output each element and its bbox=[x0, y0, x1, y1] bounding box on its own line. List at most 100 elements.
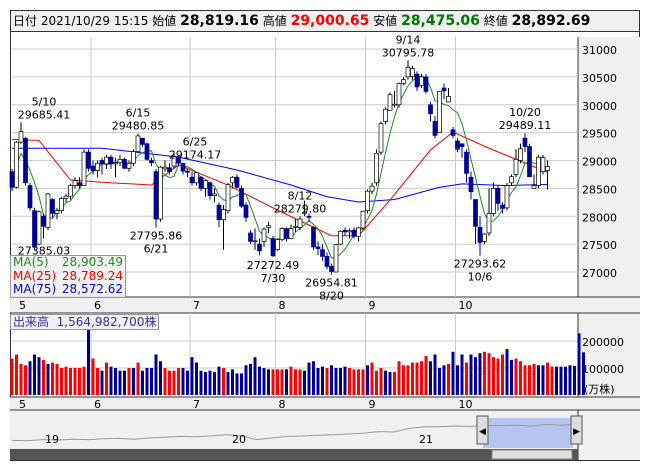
candle[interactable] bbox=[90, 165, 96, 171]
candle[interactable] bbox=[356, 227, 361, 237]
candle[interactable] bbox=[477, 227, 483, 243]
candle[interactable] bbox=[14, 141, 19, 188]
candle[interactable] bbox=[176, 156, 181, 164]
candle[interactable] bbox=[167, 167, 172, 172]
candle[interactable] bbox=[212, 193, 217, 196]
candle[interactable] bbox=[149, 160, 154, 164]
candle[interactable] bbox=[455, 140, 460, 150]
candle[interactable] bbox=[441, 87, 447, 92]
candle[interactable] bbox=[81, 151, 87, 186]
candle[interactable] bbox=[468, 176, 474, 193]
candle[interactable] bbox=[248, 232, 253, 242]
candle[interactable] bbox=[23, 137, 28, 184]
navigator-left-handle[interactable] bbox=[476, 415, 489, 445]
candle[interactable] bbox=[243, 204, 249, 218]
candle[interactable] bbox=[171, 156, 177, 167]
candle[interactable] bbox=[180, 162, 186, 172]
candle[interactable] bbox=[504, 185, 510, 209]
candle[interactable] bbox=[527, 146, 532, 178]
candle[interactable] bbox=[104, 156, 109, 165]
candle[interactable] bbox=[194, 172, 199, 184]
candle[interactable] bbox=[225, 184, 231, 212]
candle[interactable] bbox=[95, 162, 100, 171]
candle[interactable] bbox=[320, 249, 325, 257]
candle[interactable] bbox=[275, 239, 280, 251]
candle[interactable] bbox=[284, 228, 289, 239]
candle[interactable] bbox=[293, 225, 298, 228]
candle[interactable] bbox=[297, 218, 303, 228]
candle[interactable] bbox=[482, 233, 487, 242]
candle[interactable] bbox=[270, 238, 276, 257]
candle[interactable] bbox=[432, 121, 438, 136]
candle[interactable] bbox=[522, 137, 528, 147]
candle[interactable] bbox=[288, 228, 294, 239]
candle[interactable] bbox=[342, 229, 348, 233]
candle[interactable] bbox=[239, 188, 244, 207]
candle[interactable] bbox=[113, 162, 118, 165]
candle[interactable] bbox=[41, 215, 46, 227]
candle[interactable] bbox=[518, 148, 523, 161]
candle[interactable] bbox=[473, 199, 478, 227]
candle[interactable] bbox=[302, 211, 307, 214]
candle[interactable] bbox=[500, 204, 505, 209]
candle[interactable] bbox=[428, 104, 433, 115]
candle[interactable] bbox=[126, 162, 132, 169]
candle[interactable] bbox=[315, 246, 321, 249]
candle[interactable] bbox=[32, 210, 37, 248]
candle[interactable] bbox=[311, 227, 316, 248]
candle[interactable] bbox=[59, 198, 64, 212]
candle[interactable] bbox=[135, 135, 141, 152]
candle[interactable] bbox=[329, 266, 334, 272]
candle[interactable] bbox=[140, 137, 145, 145]
candle[interactable] bbox=[333, 244, 339, 273]
candle[interactable] bbox=[9, 171, 15, 188]
candle[interactable] bbox=[279, 228, 285, 241]
candle[interactable] bbox=[144, 143, 150, 160]
candle[interactable] bbox=[86, 151, 91, 169]
candle[interactable] bbox=[437, 91, 442, 133]
candle[interactable] bbox=[392, 103, 397, 106]
candle[interactable] bbox=[185, 170, 190, 173]
candle[interactable] bbox=[531, 185, 537, 189]
candle[interactable] bbox=[459, 143, 465, 147]
candle[interactable] bbox=[27, 185, 33, 209]
candle[interactable] bbox=[63, 195, 69, 199]
scrollbar-track[interactable] bbox=[10, 449, 578, 460]
candle[interactable] bbox=[77, 182, 82, 186]
candle[interactable] bbox=[513, 159, 519, 175]
candle[interactable] bbox=[509, 176, 514, 184]
candle[interactable] bbox=[545, 166, 550, 171]
candle[interactable] bbox=[117, 159, 123, 164]
candle[interactable] bbox=[405, 67, 411, 78]
candle[interactable] bbox=[189, 176, 195, 184]
candle[interactable] bbox=[450, 129, 456, 136]
candle[interactable] bbox=[338, 230, 343, 245]
candle[interactable] bbox=[419, 76, 424, 86]
candle[interactable] bbox=[36, 211, 42, 245]
navigator-selection[interactable] bbox=[483, 418, 573, 448]
candle[interactable] bbox=[99, 160, 105, 165]
candle[interactable] bbox=[410, 68, 415, 77]
candle[interactable] bbox=[360, 210, 366, 229]
candle[interactable] bbox=[252, 240, 258, 243]
candle[interactable] bbox=[464, 151, 469, 174]
candle[interactable] bbox=[446, 96, 451, 103]
candle[interactable] bbox=[374, 152, 379, 184]
candle[interactable] bbox=[486, 213, 492, 234]
candle[interactable] bbox=[198, 176, 204, 189]
candle[interactable] bbox=[221, 209, 226, 220]
candle[interactable] bbox=[216, 204, 222, 220]
candle[interactable] bbox=[153, 171, 159, 220]
candle[interactable] bbox=[207, 182, 213, 196]
candle[interactable] bbox=[347, 230, 352, 233]
candle[interactable] bbox=[230, 176, 235, 184]
candle[interactable] bbox=[203, 180, 208, 189]
candle[interactable] bbox=[536, 156, 541, 186]
candle[interactable] bbox=[18, 131, 24, 143]
candle[interactable] bbox=[261, 228, 267, 242]
candle[interactable] bbox=[423, 76, 429, 92]
candle[interactable] bbox=[68, 185, 73, 197]
candle[interactable] bbox=[369, 185, 375, 192]
candle[interactable] bbox=[257, 243, 262, 252]
